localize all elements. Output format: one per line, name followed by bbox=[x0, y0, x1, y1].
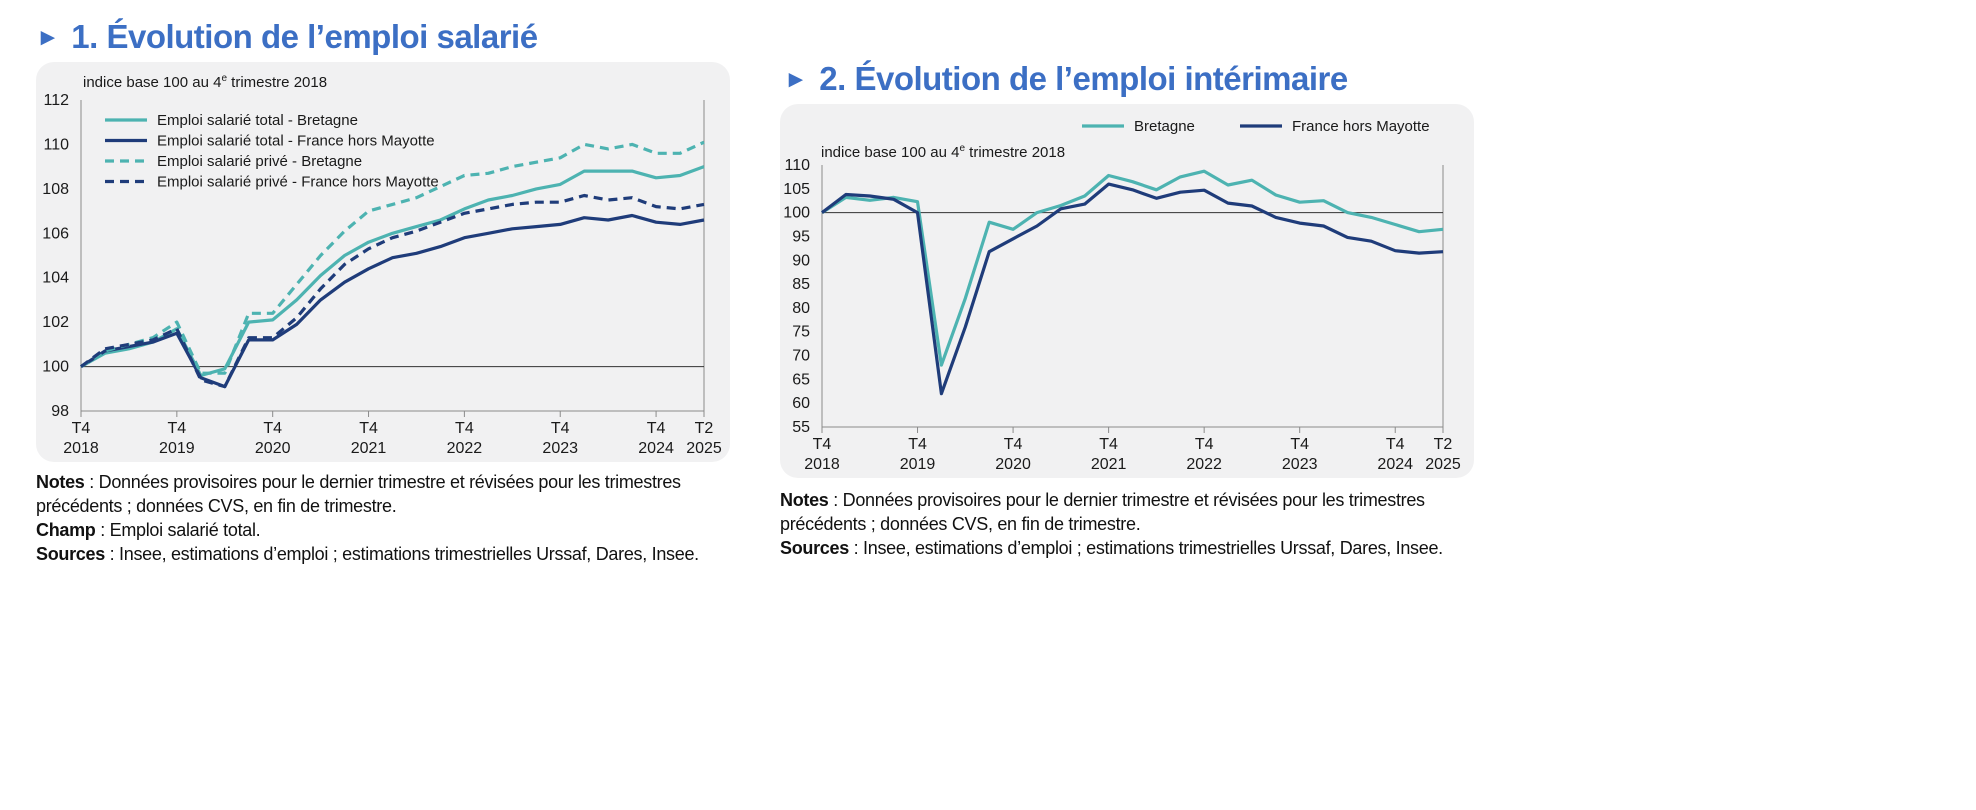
x-tick-label: T2 bbox=[1434, 436, 1453, 453]
x-tick-label: T4 bbox=[1195, 436, 1214, 453]
note-text: : Insee, estimations d’emploi ; estimati… bbox=[104, 544, 700, 564]
chart-1: indice base 100 au 4e trimestre 2018 98 10… bbox=[42, 73, 722, 457]
panel-1-title-text: 1. Évolution de l’emploi salarié bbox=[71, 18, 538, 55]
y-tick-label: 90 bbox=[792, 252, 810, 269]
y-tick-label: 65 bbox=[792, 371, 810, 388]
y-tick-label: 95 bbox=[792, 228, 810, 245]
y-tick-label: 100 bbox=[42, 359, 69, 376]
panel-2-title: ► 2. Évolution de l’emploi intérimaire bbox=[784, 60, 1348, 98]
x-tick-label: 2020 bbox=[995, 456, 1031, 473]
x-tick-label: T4 bbox=[908, 436, 927, 453]
note-line: Sources : Insee, estimations d’emploi ; … bbox=[780, 536, 1480, 560]
y-tick-label: 60 bbox=[792, 395, 810, 412]
legend-label: Emploi salarié total - France hors Mayot… bbox=[157, 133, 435, 150]
note-label: Notes bbox=[36, 472, 85, 492]
note-line: Sources : Insee, estimations d’emploi ; … bbox=[36, 542, 736, 566]
x-tick-label: 2019 bbox=[900, 456, 936, 473]
panel-2-title-text: 2. Évolution de l’emploi intérimaire bbox=[819, 60, 1348, 97]
note-text: : Données provisoires pour le dernier tr… bbox=[780, 490, 1425, 534]
chart-2: indice base 100 au 4e trimestre 2018 55 60… bbox=[783, 118, 1461, 473]
x-tick-label: T4 bbox=[455, 420, 474, 437]
y-tick-label: 106 bbox=[42, 225, 69, 242]
title-arrow-icon: ► bbox=[784, 66, 808, 93]
y-tick-label: 80 bbox=[792, 300, 810, 317]
legend-label: Emploi salarié total - Bretagne bbox=[157, 112, 358, 129]
x-tick-label: T4 bbox=[263, 420, 282, 437]
x-tick-label: 2022 bbox=[447, 440, 483, 457]
note-label: Notes bbox=[780, 490, 829, 510]
note-text: : Données provisoires pour le dernier tr… bbox=[36, 472, 681, 516]
x-tick-label: T4 bbox=[647, 420, 666, 437]
x-tick-label: T2 bbox=[695, 420, 714, 437]
series-line-1 bbox=[80, 165, 705, 378]
series-line-3 bbox=[80, 140, 705, 375]
note-label: Champ bbox=[36, 520, 96, 540]
note-label: Sources bbox=[36, 544, 105, 564]
panel-1-notes: Notes : Données provisoires pour le dern… bbox=[36, 470, 736, 566]
x-tick-label: 2023 bbox=[1282, 456, 1318, 473]
x-tick-label: T4 bbox=[1386, 436, 1405, 453]
x-tick-label: 2025 bbox=[1425, 456, 1461, 473]
y-tick-label: 102 bbox=[42, 314, 69, 331]
y-tick-label: 55 bbox=[792, 419, 810, 436]
x-tick-label: 2021 bbox=[351, 440, 387, 457]
series-line-2 bbox=[80, 213, 705, 389]
note-line: Notes : Données provisoires pour le dern… bbox=[36, 470, 736, 518]
note-text: : Emploi salarié total. bbox=[95, 520, 261, 540]
x-tick-label: 2023 bbox=[542, 440, 578, 457]
x-tick-label: T4 bbox=[72, 420, 91, 437]
x-tick-label: 2020 bbox=[255, 440, 291, 457]
x-tick-label: 2018 bbox=[63, 440, 99, 457]
y-tick-label: 70 bbox=[792, 348, 810, 365]
x-tick-label: 2021 bbox=[1091, 456, 1127, 473]
chart-1-box: indice base 100 au 4e trimestre 2018 98 10… bbox=[36, 62, 730, 462]
x-tick-label: 2022 bbox=[1186, 456, 1222, 473]
note-text: : Insee, estimations d’emploi ; estimati… bbox=[848, 538, 1444, 558]
y-tick-label: 100 bbox=[783, 205, 810, 222]
panel-2-notes: Notes : Données provisoires pour le dern… bbox=[780, 488, 1480, 560]
note-label: Sources bbox=[780, 538, 849, 558]
x-tick-label: T4 bbox=[551, 420, 570, 437]
legend-label: France hors Mayotte bbox=[1292, 118, 1430, 135]
y-tick-label: 112 bbox=[43, 92, 69, 109]
x-tick-label: 2024 bbox=[638, 440, 674, 457]
chart-2-box: indice base 100 au 4e trimestre 2018 55 60… bbox=[780, 104, 1474, 478]
y-tick-label: 75 bbox=[792, 324, 810, 341]
x-tick-label: 2018 bbox=[804, 456, 840, 473]
unit-label: indice base 100 au 4e trimestre 2018 bbox=[821, 143, 1065, 161]
legend-label: Emploi salarié privé - Bretagne bbox=[157, 153, 362, 170]
unit-label: indice base 100 au 4e trimestre 2018 bbox=[83, 73, 327, 91]
x-tick-label: T4 bbox=[813, 436, 832, 453]
series-line-4 bbox=[80, 193, 705, 389]
y-tick-label: 110 bbox=[784, 157, 810, 174]
series-line-1 bbox=[821, 169, 1444, 367]
y-tick-label: 110 bbox=[43, 136, 69, 153]
note-line: Notes : Données provisoires pour le dern… bbox=[780, 488, 1480, 536]
legend-label: Emploi salarié privé - France hors Mayot… bbox=[157, 174, 439, 191]
y-tick-label: 105 bbox=[783, 181, 810, 198]
x-tick-label: T4 bbox=[1099, 436, 1118, 453]
x-tick-label: 2019 bbox=[159, 440, 195, 457]
x-tick-label: T4 bbox=[359, 420, 378, 437]
y-tick-label: 108 bbox=[42, 181, 69, 198]
x-tick-label: T4 bbox=[1290, 436, 1309, 453]
x-tick-label: 2025 bbox=[686, 440, 722, 457]
x-tick-label: T4 bbox=[1004, 436, 1023, 453]
note-line: Champ : Emploi salarié total. bbox=[36, 518, 736, 542]
x-tick-label: T4 bbox=[168, 420, 187, 437]
y-tick-label: 104 bbox=[42, 270, 69, 287]
legend-label: Bretagne bbox=[1134, 118, 1195, 135]
y-tick-label: 98 bbox=[51, 403, 69, 420]
series-line-2 bbox=[821, 182, 1444, 396]
x-tick-label: 2024 bbox=[1377, 456, 1413, 473]
y-tick-label: 85 bbox=[792, 276, 810, 293]
title-arrow-icon: ► bbox=[36, 24, 60, 51]
panel-1-title: ► 1. Évolution de l’emploi salarié bbox=[36, 18, 538, 56]
